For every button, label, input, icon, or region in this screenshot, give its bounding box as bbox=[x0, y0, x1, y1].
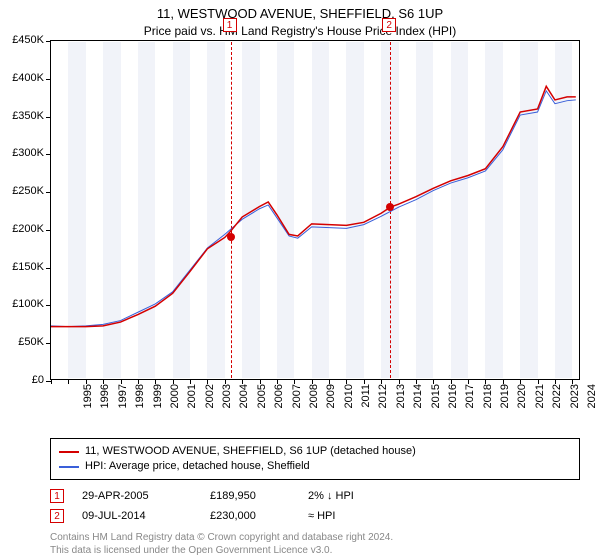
sale-rel-hpi: ≈ HPI bbox=[308, 510, 398, 522]
y-tick-label: £50K bbox=[0, 336, 44, 348]
sale-row: 1 29-APR-2005 £189,950 2% ↓ HPI bbox=[50, 486, 580, 506]
plot-box bbox=[50, 40, 580, 380]
disclaimer-line: This data is licensed under the Open Gov… bbox=[50, 545, 580, 558]
x-tick-label: 2010 bbox=[343, 384, 355, 424]
y-tick-mark bbox=[46, 305, 51, 306]
x-tick-label: 2009 bbox=[325, 384, 337, 424]
page-subtitle: Price paid vs. HM Land Registry's House … bbox=[0, 21, 600, 40]
x-tick-mark bbox=[51, 379, 52, 384]
y-tick-mark bbox=[46, 41, 51, 42]
x-tick-label: 2016 bbox=[447, 384, 459, 424]
sale-date: 09-JUL-2014 bbox=[82, 510, 192, 522]
y-tick-mark bbox=[46, 343, 51, 344]
x-tick-label: 2003 bbox=[221, 384, 233, 424]
series-property bbox=[51, 86, 576, 326]
sale-number-box: 1 bbox=[50, 489, 64, 503]
y-tick-label: £250K bbox=[0, 185, 44, 197]
sale-marker-box: 2 bbox=[382, 18, 396, 32]
y-tick-label: £200K bbox=[0, 223, 44, 235]
y-tick-mark bbox=[46, 381, 51, 382]
x-tick-label: 2013 bbox=[395, 384, 407, 424]
sale-number-box: 2 bbox=[50, 509, 64, 523]
x-tick-label: 1996 bbox=[99, 384, 111, 424]
x-tick-label: 2002 bbox=[204, 384, 216, 424]
y-tick-label: £0 bbox=[0, 374, 44, 386]
y-tick-mark bbox=[46, 230, 51, 231]
sale-date: 29-APR-2005 bbox=[82, 490, 192, 502]
chart-area: £0£50K£100K£150K£200K£250K£300K£350K£400… bbox=[50, 40, 580, 396]
sale-point bbox=[386, 203, 394, 211]
x-tick-label: 2007 bbox=[291, 384, 303, 424]
legend-item: HPI: Average price, detached house, Shef… bbox=[59, 459, 571, 474]
y-tick-label: £350K bbox=[0, 110, 44, 122]
y-tick-mark bbox=[46, 192, 51, 193]
x-tick-label: 2000 bbox=[169, 384, 181, 424]
y-tick-label: £400K bbox=[0, 72, 44, 84]
x-tick-label: 2023 bbox=[569, 384, 581, 424]
legend-label: HPI: Average price, detached house, Shef… bbox=[85, 459, 310, 474]
x-tick-label: 1995 bbox=[82, 384, 94, 424]
x-tick-label: 2014 bbox=[412, 384, 424, 424]
x-tick-label: 1997 bbox=[117, 384, 129, 424]
y-tick-mark bbox=[46, 154, 51, 155]
x-tick-label: 2015 bbox=[430, 384, 442, 424]
sale-marker-box: 1 bbox=[223, 18, 237, 32]
x-tick-label: 2018 bbox=[482, 384, 494, 424]
series-hpi bbox=[51, 91, 576, 327]
x-tick-label: 2022 bbox=[551, 384, 563, 424]
x-tick-mark bbox=[68, 379, 69, 384]
x-tick-label: 2006 bbox=[273, 384, 285, 424]
sale-price: £230,000 bbox=[210, 510, 290, 522]
x-tick-label: 2020 bbox=[516, 384, 528, 424]
x-tick-label: 2021 bbox=[534, 384, 546, 424]
page-title: 11, WESTWOOD AVENUE, SHEFFIELD, S6 1UP bbox=[0, 0, 600, 21]
disclaimer-line: Contains HM Land Registry data © Crown c… bbox=[50, 532, 580, 545]
sales-table: 1 29-APR-2005 £189,950 2% ↓ HPI 2 09-JUL-2014… bbox=[50, 486, 580, 526]
x-tick-label: 2017 bbox=[464, 384, 476, 424]
sale-rel-hpi: 2% ↓ HPI bbox=[308, 490, 398, 502]
x-tick-label: 1999 bbox=[152, 384, 164, 424]
x-tick-label: 2011 bbox=[360, 384, 372, 424]
x-tick-label: 2008 bbox=[308, 384, 320, 424]
sale-point bbox=[227, 233, 235, 241]
y-tick-mark bbox=[46, 79, 51, 80]
disclaimer: Contains HM Land Registry data © Crown c… bbox=[50, 532, 580, 557]
x-tick-label: 2024 bbox=[586, 384, 598, 424]
y-tick-label: £450K bbox=[0, 34, 44, 46]
y-tick-label: £100K bbox=[0, 298, 44, 310]
x-tick-label: 2004 bbox=[238, 384, 250, 424]
x-tick-label: 1998 bbox=[134, 384, 146, 424]
y-tick-mark bbox=[46, 117, 51, 118]
y-tick-label: £150K bbox=[0, 261, 44, 273]
x-tick-label: 2005 bbox=[256, 384, 268, 424]
y-tick-label: £300K bbox=[0, 147, 44, 159]
legend-item: 11, WESTWOOD AVENUE, SHEFFIELD, S6 1UP (… bbox=[59, 444, 571, 459]
legend-swatch bbox=[59, 466, 79, 468]
sale-price: £189,950 bbox=[210, 490, 290, 502]
legend: 11, WESTWOOD AVENUE, SHEFFIELD, S6 1UP (… bbox=[50, 438, 580, 480]
legend-label: 11, WESTWOOD AVENUE, SHEFFIELD, S6 1UP (… bbox=[85, 444, 416, 459]
line-series bbox=[51, 41, 581, 381]
x-tick-label: 2019 bbox=[499, 384, 511, 424]
x-tick-label: 2001 bbox=[186, 384, 198, 424]
sale-row: 2 09-JUL-2014 £230,000 ≈ HPI bbox=[50, 506, 580, 526]
y-tick-mark bbox=[46, 268, 51, 269]
x-tick-label: 2012 bbox=[377, 384, 389, 424]
legend-swatch bbox=[59, 451, 79, 453]
